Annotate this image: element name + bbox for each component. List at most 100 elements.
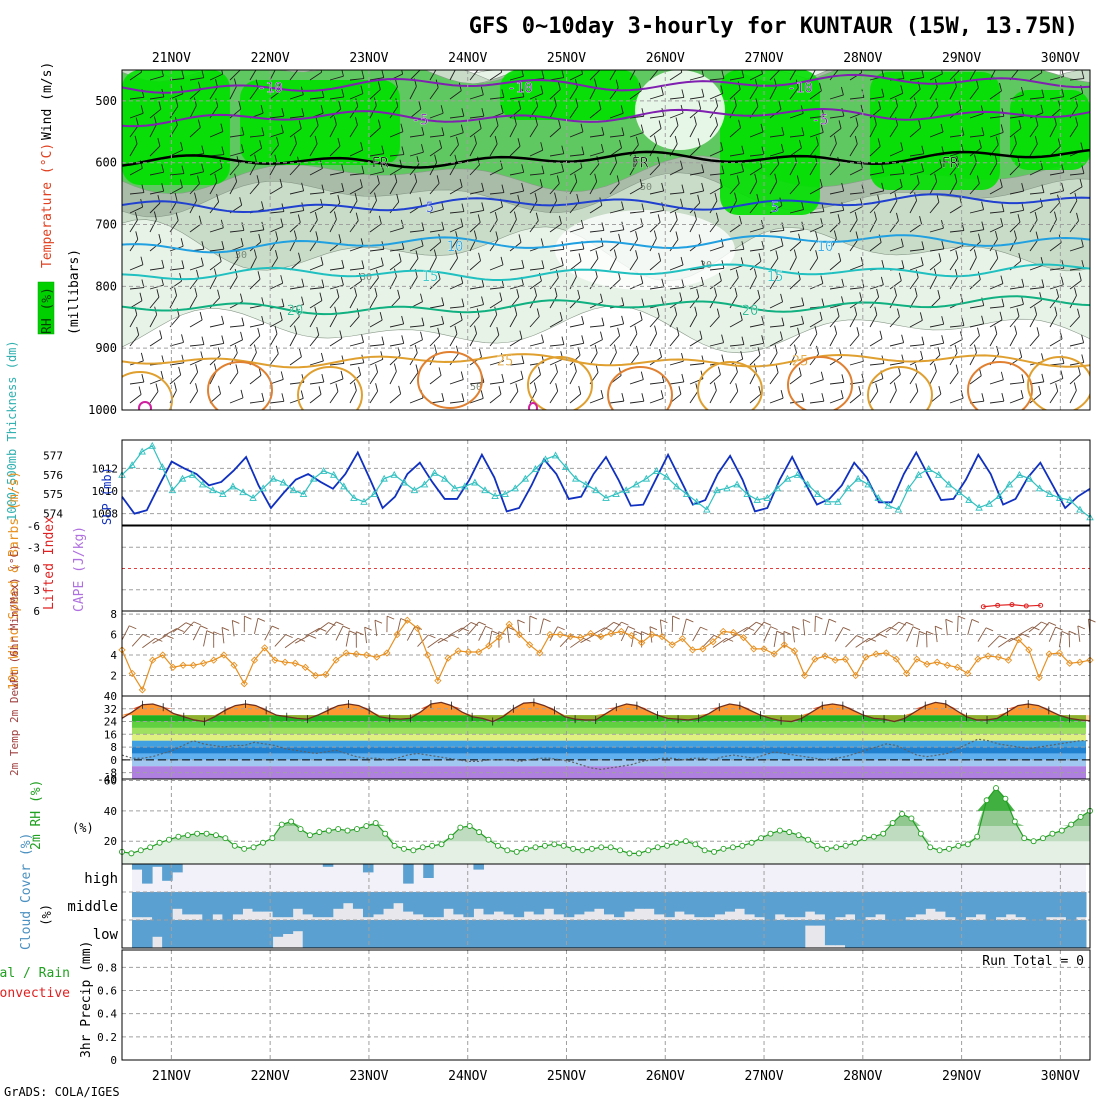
wind-10m-point [566, 632, 574, 641]
wind-barb-flag [554, 287, 558, 296]
rh-2m-point [231, 842, 238, 849]
wind-barb-flag [933, 363, 937, 372]
thickness-point [1055, 494, 1064, 501]
wind-barb [909, 89, 921, 100]
rh-2m-point [307, 832, 313, 839]
wind-barb [449, 144, 459, 157]
date-label-top: 24NOV [448, 51, 487, 66]
wind-barb [769, 245, 784, 252]
wind-barb-flag [461, 393, 465, 402]
wind-barb-10m [896, 622, 907, 636]
thickness-point [511, 484, 520, 492]
wind-barb [1049, 190, 1064, 195]
wind-barb-10m [295, 634, 310, 644]
wind-barb [409, 108, 422, 119]
wind-barb [249, 323, 264, 328]
thickness-point [279, 478, 288, 486]
wind-barb-10m [221, 627, 225, 644]
wind-barb-flag [601, 126, 605, 136]
wind-barb-flag [381, 145, 385, 154]
isotherm-line [122, 353, 1090, 369]
wind-barb-flag [1034, 306, 1038, 315]
wind-barb-10m-flag [543, 618, 551, 623]
wind-barb [689, 124, 697, 138]
rh-2m-point [297, 826, 304, 833]
wind-barb [409, 397, 424, 404]
wind-barb [349, 220, 359, 233]
wind-barb-flag [501, 373, 505, 383]
cloud-cell [573, 892, 585, 915]
temp-tick: 16 [104, 728, 117, 741]
wind-barb [369, 319, 383, 328]
wind-barb-10m-flag [491, 630, 499, 635]
thickness-point [360, 497, 368, 505]
wind-barb-flag [338, 101, 342, 110]
wind-barb [989, 90, 1002, 100]
rh-2m-point [861, 835, 868, 842]
wind-barb-flag [538, 366, 541, 375]
wind-barb [129, 125, 139, 138]
wind-barb-flag [297, 214, 301, 223]
wind-barb-flag [318, 386, 322, 395]
thickness-point [975, 503, 983, 511]
cloud-cell [322, 920, 334, 948]
wind-10m-point [393, 630, 401, 639]
wind-barb [549, 319, 563, 328]
wind-barb [409, 163, 420, 176]
wind-barb-flag [914, 287, 918, 297]
wind-barb [649, 238, 657, 252]
wind-barb-flag [621, 201, 624, 210]
wind-barb [349, 124, 358, 138]
wind-10m-point [464, 648, 473, 656]
wind-barb [809, 400, 824, 404]
wind-barb [889, 280, 902, 290]
wind-barb-flag [495, 231, 499, 240]
cloud-cell [272, 892, 284, 918]
wind-10m-point [739, 633, 748, 642]
rh-contour-label: 30 [360, 272, 372, 283]
wind-barb-flag [533, 382, 537, 391]
wind-barb [949, 86, 957, 100]
wind-barb-flag [541, 334, 545, 343]
wind-barb [309, 96, 324, 100]
wind-barb [1009, 397, 1024, 404]
wind-barb-flag [754, 173, 758, 182]
cloud-cell [583, 920, 595, 948]
wind-barb [149, 96, 164, 100]
wind-barb-flag [841, 182, 845, 192]
wind-barb [789, 375, 802, 385]
wind-barb [489, 314, 498, 328]
rh-2m-point [354, 826, 360, 833]
wind-barb-flag [341, 183, 345, 192]
wind-barb [1029, 125, 1039, 138]
wind-barb-flag [180, 141, 184, 151]
wind-barb [889, 316, 900, 328]
wind-barb-flag [441, 297, 445, 306]
wind-barb-flag [401, 335, 405, 344]
rh-2m-point [410, 847, 417, 854]
wind-barb-flag [653, 135, 657, 144]
cloud-cell [855, 892, 866, 920]
wind-barb [549, 153, 564, 157]
wind-barb-flag [801, 221, 805, 230]
thickness-point [450, 484, 459, 492]
wind-barb [909, 76, 924, 81]
cloud-cell [794, 892, 806, 918]
wind-barb [309, 125, 319, 138]
wind-barb-flag [820, 371, 824, 380]
wind-barb-flag [214, 173, 218, 182]
wind-10m-point [352, 650, 360, 658]
wind-barb [569, 167, 583, 176]
rh-2m-tick: 60 [104, 775, 117, 788]
isotherm-label: 5 [771, 200, 779, 216]
cloud-cell [1035, 892, 1047, 920]
wind-barb-flag [580, 219, 584, 229]
wind-barb-flag [201, 241, 205, 250]
cloud-cell [342, 920, 354, 948]
rh-2m-point [316, 829, 323, 836]
thickness-point [1025, 474, 1034, 482]
rh-2m-point [1077, 813, 1084, 820]
wind-barb-flag [261, 201, 264, 210]
thickness-point [198, 480, 207, 488]
